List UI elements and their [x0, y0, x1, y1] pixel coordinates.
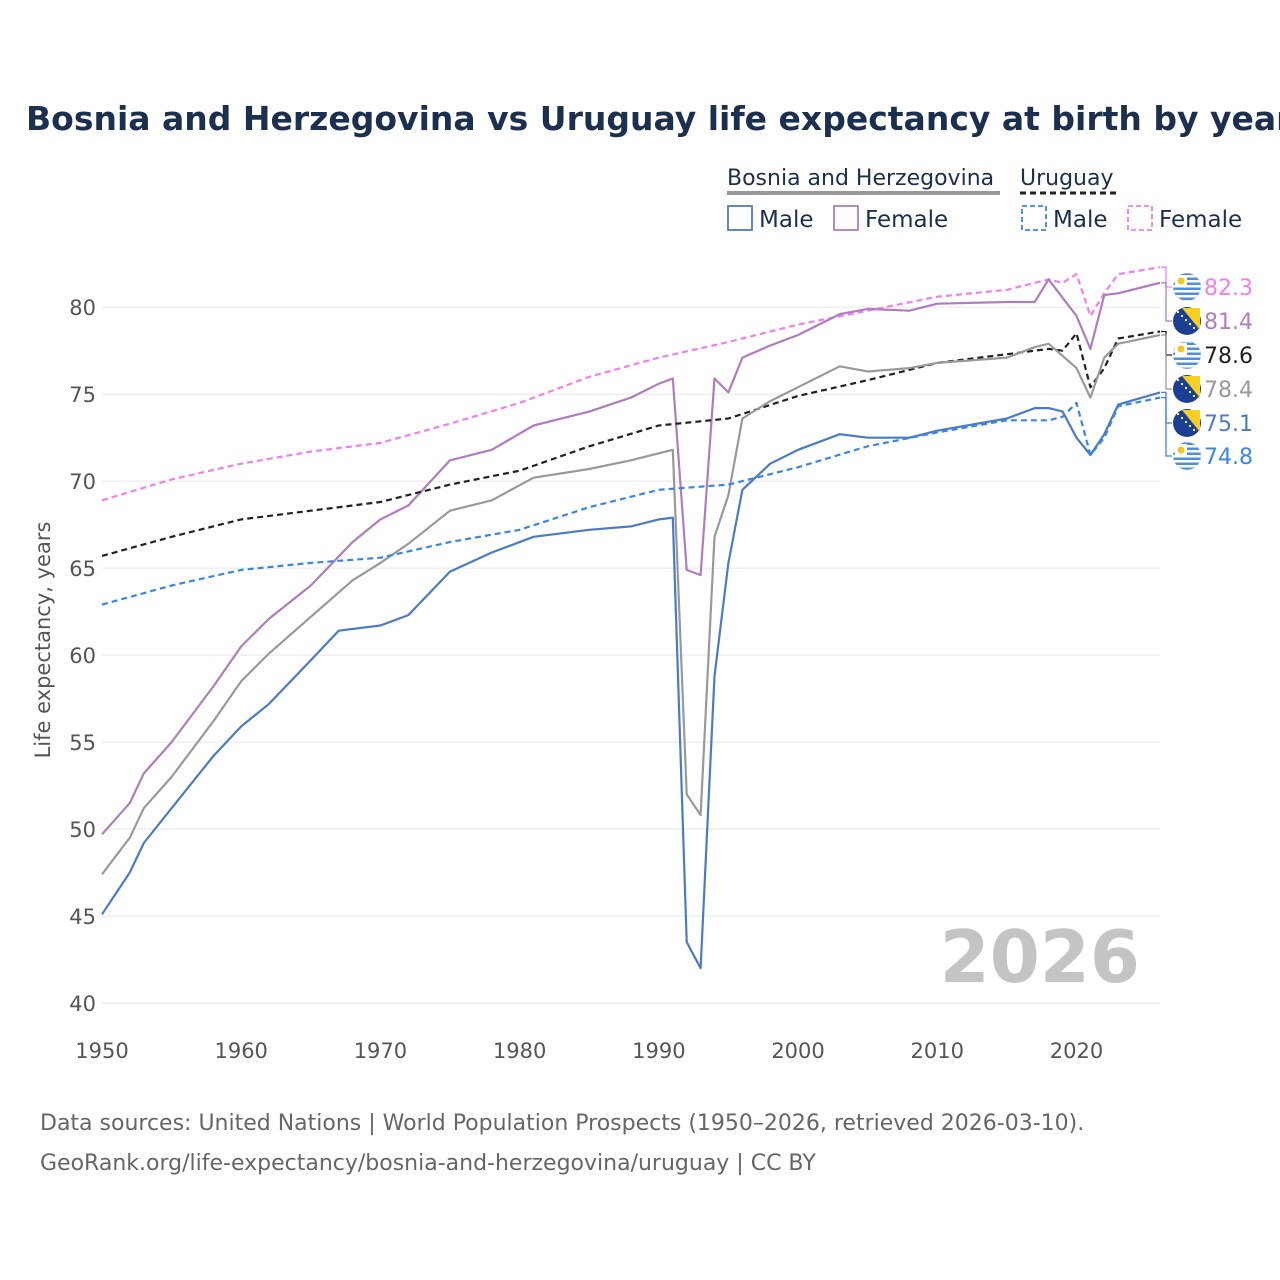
end-connector-uruguay-male — [1161, 396, 1172, 457]
legend-label-bosnia-female[interactable]: Female — [865, 207, 948, 233]
end-labels: 82.3 81.4 78.6 78.4 75.1 74.8 — [1161, 266, 1253, 471]
legend-swatch-bosnia-female[interactable] — [833, 205, 859, 231]
series-line-bosnia-and-herzegovina-male[interactable] — [101, 391, 1161, 970]
y-axis: 40 45 50 55 60 65 70 75 80 — [69, 296, 96, 1016]
y-tick-label-65: 65 — [69, 557, 96, 581]
bosnia-flag-star — [1188, 322, 1192, 326]
bosnia-flag-star — [1176, 412, 1180, 416]
source-line-2[interactable]: GeoRank.org/life-expectancy/bosnia-and-h… — [40, 1151, 816, 1176]
bosnia-flag-star — [1188, 424, 1192, 428]
bosnia-flag-star — [1180, 314, 1184, 318]
legend-label-uruguay-male[interactable]: Male — [1053, 207, 1107, 233]
source-line-1: Data sources: United Nations | World Pop… — [40, 1111, 1084, 1136]
legend-label-uruguay-female[interactable]: Female — [1159, 207, 1242, 233]
bosnia-flag-star — [1184, 318, 1188, 322]
series-line-uruguay-female[interactable] — [101, 266, 1161, 502]
x-tick-label-1990: 1990 — [632, 1039, 685, 1063]
legend-swatch-uruguay-male[interactable] — [1021, 205, 1047, 231]
bosnia-flag-triangle — [1182, 308, 1200, 330]
y-tick-label-40: 40 — [69, 992, 96, 1016]
bosnia-flag-star — [1184, 420, 1188, 424]
x-tick-label-1970: 1970 — [354, 1039, 407, 1063]
legend[interactable]: Bosnia and Herzegovina Uruguay Male Fema… — [727, 166, 1242, 233]
uruguay-flag-sun — [1177, 277, 1185, 285]
uruguay-flag-sun — [1177, 345, 1185, 353]
series-line-bosnia-and-herzegovina-female[interactable] — [101, 278, 1161, 836]
x-tick-label-2020: 2020 — [1050, 1039, 1103, 1063]
uruguay-flag-icon — [1172, 441, 1202, 471]
legend-swatch-bosnia-male[interactable] — [727, 205, 753, 231]
bosnia-flag-triangle — [1182, 376, 1200, 398]
bosnia-flag-star — [1180, 416, 1184, 420]
legend-group-bosnia[interactable]: Bosnia and Herzegovina — [727, 166, 994, 191]
bosnia-flag-star — [1176, 378, 1180, 382]
uruguay-flag-sun — [1177, 446, 1185, 454]
grid — [102, 306, 1160, 1004]
x-axis: 1950 1960 1970 1980 1990 2000 2010 2020 — [75, 1039, 1103, 1063]
y-tick-label-50: 50 — [69, 818, 96, 842]
bosnia-flag-star — [1192, 394, 1196, 398]
legend-label-bosnia-male[interactable]: Male — [759, 207, 813, 233]
bosnia-flag-star — [1180, 382, 1184, 386]
x-tick-label-2000: 2000 — [771, 1039, 824, 1063]
bosnia-flag-triangle — [1182, 410, 1200, 432]
x-tick-label-1960: 1960 — [214, 1039, 267, 1063]
x-tick-label-2010: 2010 — [911, 1039, 964, 1063]
end-label-bosnia-and-herzegovina-female: 81.4 — [1204, 310, 1253, 335]
chart-title: Bosnia and Herzegovina vs Uruguay life e… — [26, 99, 1280, 138]
y-tick-label-70: 70 — [69, 470, 96, 494]
bosnia-flag-icon — [1173, 409, 1201, 437]
y-tick-label-80: 80 — [69, 296, 96, 320]
legend-group-uruguay[interactable]: Uruguay — [1020, 166, 1114, 191]
end-label-uruguay-male: 74.8 — [1204, 445, 1253, 470]
series-line-bosnia-and-herzegovina-both-sexes[interactable] — [101, 333, 1161, 875]
end-label-uruguay-female: 82.3 — [1204, 276, 1253, 301]
uruguay-flag-icon — [1172, 340, 1202, 370]
end-connector-bosnia-and-herzegovina-both-sexes — [1161, 334, 1172, 390]
y-tick-label-55: 55 — [69, 731, 96, 755]
bosnia-flag-star — [1192, 326, 1196, 330]
bosnia-flag-star — [1188, 390, 1192, 394]
end-label-bosnia-and-herzegovina-both-sexes: 78.4 — [1204, 378, 1253, 403]
series-line-uruguay-male[interactable] — [101, 396, 1161, 606]
bosnia-flag-star — [1192, 428, 1196, 432]
series — [101, 266, 1161, 970]
series-line-uruguay-both-sexes[interactable] — [101, 330, 1161, 557]
y-tick-label-60: 60 — [69, 644, 96, 668]
end-label-uruguay-both-sexes: 78.6 — [1204, 344, 1253, 369]
bosnia-flag-star — [1176, 310, 1180, 314]
y-tick-label-45: 45 — [69, 905, 96, 929]
bosnia-flag-icon — [1173, 307, 1201, 335]
legend-swatch-uruguay-female[interactable] — [1127, 205, 1153, 231]
y-tick-label-75: 75 — [69, 383, 96, 407]
end-label-bosnia-and-herzegovina-male: 75.1 — [1204, 412, 1253, 437]
bosnia-flag-icon — [1173, 375, 1201, 403]
end-connector-bosnia-and-herzegovina-female — [1161, 282, 1172, 322]
uruguay-flag-icon — [1172, 272, 1202, 302]
year-watermark: 2026 — [940, 915, 1140, 999]
y-axis-label: Life expectancy, years — [31, 522, 55, 759]
end-connector-uruguay-female — [1161, 266, 1172, 288]
x-tick-label-1950: 1950 — [75, 1039, 128, 1063]
bosnia-flag-star — [1184, 386, 1188, 390]
x-tick-label-1980: 1980 — [493, 1039, 546, 1063]
